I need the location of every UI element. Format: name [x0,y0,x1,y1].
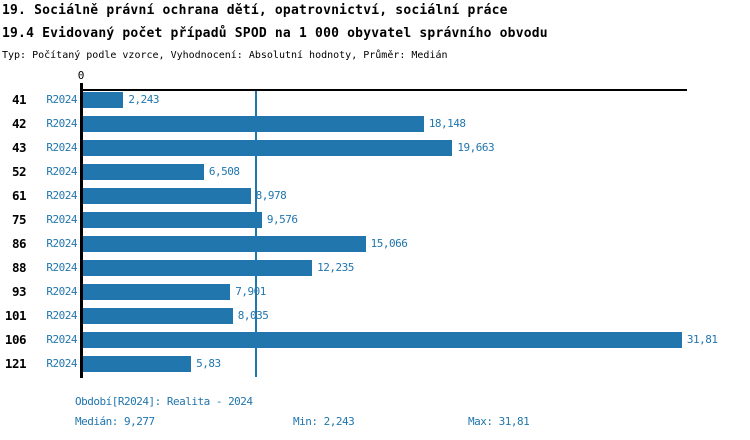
bar-value-label: 31,81 [686,333,718,346]
bar [83,116,424,132]
x-axis-zero-label: 0 [77,69,85,82]
bar-value-label: 5,83 [196,357,221,370]
chart-row: 75 R2024 9,576 [0,212,750,228]
row-period-label: R2024 [46,285,77,298]
chart-row: 61 R2024 8,978 [0,188,750,204]
row-period-label: R2024 [46,141,77,154]
chapter-title: 19. Sociálně právní ochrana dětí, opatro… [2,3,508,18]
chart-row: 121 R2024 5,83 [0,356,750,372]
median-line [255,91,258,377]
min-stat: Min: 2,243 [293,415,355,428]
chart-row: 86 R2024 15,066 [0,236,750,252]
chart-row: 41 R2024 2,243 [0,92,750,108]
chart-row: 88 R2024 12,235 [0,260,750,276]
row-category-label: 52 [11,164,27,179]
period-label: Období[R2024]: Realita - 2024 [75,395,253,408]
bar [83,356,192,372]
row-period-label: R2024 [46,93,77,106]
bar [83,92,124,108]
chart-row: 93 R2024 7,901 [0,284,750,300]
row-category-label: 101 [4,308,27,323]
bar [83,140,453,156]
bar-value-label: 8,978 [255,189,287,202]
row-period-label: R2024 [46,165,77,178]
bar-value-label: 2,243 [128,93,159,106]
bar [83,188,251,204]
bar [83,164,204,180]
bar-value-label: 12,235 [317,261,354,274]
bar [83,212,262,228]
row-category-label: 41 [11,92,27,107]
row-category-label: 86 [11,236,27,251]
bar [83,260,313,276]
bar-value-label: 18,148 [428,117,466,130]
chart-row: 106 R2024 31,81 [0,332,750,348]
chart-row: 101 R2024 8,035 [0,308,750,324]
bar-value-label: 15,066 [370,237,408,250]
bar-value-label: 19,663 [457,141,495,154]
indicator-meta: Typ: Počítaný podle vzorce, Vyhodnocení:… [2,50,448,61]
chart-row: 43 R2024 19,663 [0,140,750,156]
row-category-label: 43 [11,140,27,155]
chart-row: 52 R2024 6,508 [0,164,750,180]
bar [83,332,682,348]
row-category-label: 121 [4,356,27,371]
row-category-label: 93 [11,284,27,299]
bar-value-label: 9,576 [266,213,298,226]
row-period-label: R2024 [46,117,77,130]
row-category-label: 88 [11,260,27,275]
row-period-label: R2024 [46,357,77,370]
row-period-label: R2024 [46,237,77,250]
bar-value-label: 6,508 [208,165,240,178]
row-category-label: 75 [11,212,27,227]
max-stat: Max: 31,81 [468,415,530,428]
bar [83,236,366,252]
bar [83,284,231,300]
row-period-label: R2024 [46,261,77,274]
row-period-label: R2024 [46,189,77,202]
row-period-label: R2024 [46,333,77,346]
indicator-title: 19.4 Evidovaný počet případů SPOD na 1 0… [2,26,548,41]
row-category-label: 61 [11,188,27,203]
bar [83,308,233,324]
y-axis-line [80,83,83,378]
row-category-label: 42 [11,116,27,131]
chart-top-border [81,89,687,91]
bar-value-label: 7,901 [235,285,266,298]
row-period-label: R2024 [46,309,77,322]
chart-row: 42 R2024 18,148 [0,116,750,132]
median-stat: Medián: 9,277 [75,415,155,428]
row-category-label: 106 [4,332,27,347]
row-period-label: R2024 [46,213,77,226]
bar-value-label: 8,035 [237,309,269,322]
